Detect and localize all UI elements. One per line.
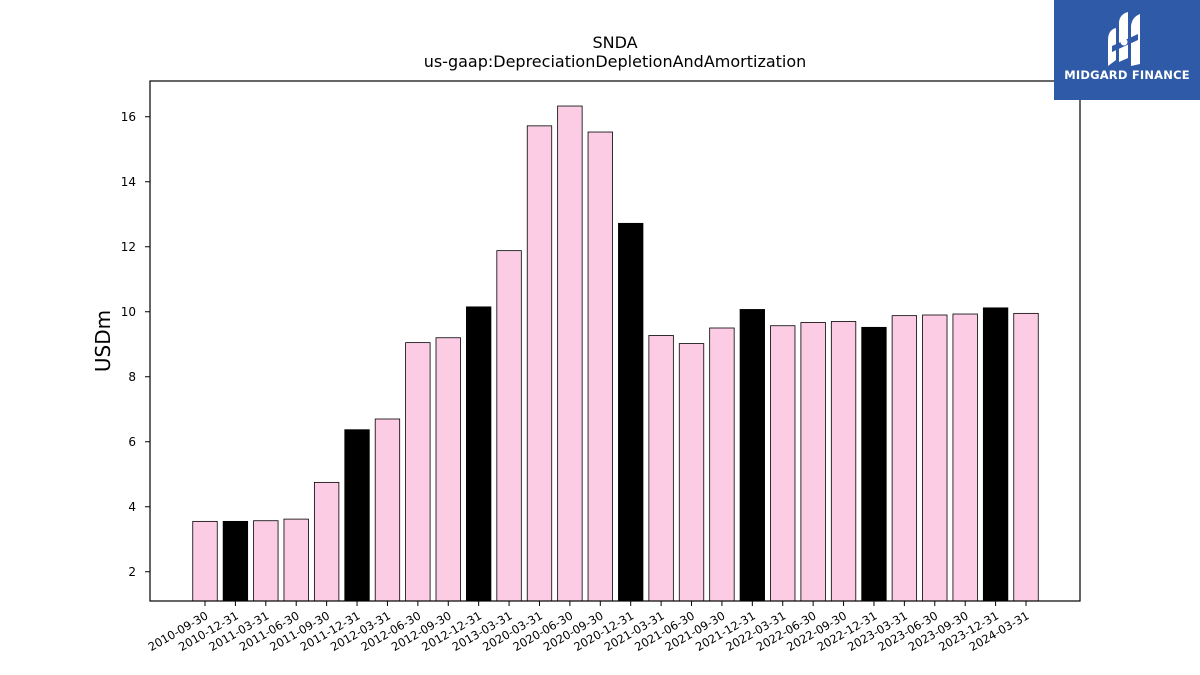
bar [253, 520, 279, 602]
bar [405, 342, 431, 602]
bar [952, 313, 978, 602]
y-tick-label: 4 [128, 500, 136, 514]
bar [830, 321, 857, 602]
y-tick-label: 6 [128, 435, 136, 449]
y-tick-label: 8 [128, 370, 136, 384]
plot-frame [149, 80, 1081, 602]
bar [861, 326, 887, 602]
bar [891, 315, 918, 602]
bar [344, 429, 370, 602]
bar [1013, 312, 1039, 602]
midgard-finance-logo: MIDGARD FINANCE [1054, 0, 1200, 100]
y-axis-label: USDm [91, 310, 115, 372]
bar [466, 306, 492, 602]
bar [496, 250, 522, 602]
bar [222, 520, 249, 602]
logo-mark-icon [1108, 12, 1140, 66]
bar [374, 418, 401, 602]
chart-subtitle: us-gaap:DepreciationDepletionAndAmortiza… [423, 52, 807, 71]
bar [648, 335, 674, 602]
y-tick-label: 16 [121, 110, 136, 124]
bar [800, 322, 826, 602]
y-tick-label: 14 [121, 175, 136, 189]
bar [709, 327, 735, 602]
bar [587, 131, 613, 602]
bar [435, 337, 461, 602]
bar [770, 325, 796, 602]
bar [313, 481, 340, 602]
y-tick-label: 10 [121, 305, 136, 319]
y-tick-label: 2 [128, 565, 136, 579]
bar [678, 343, 705, 602]
bar [739, 309, 765, 602]
bar [192, 520, 218, 602]
y-tick-label: 12 [121, 240, 136, 254]
bar [618, 222, 644, 602]
logo-text: MIDGARD FINANCE [1064, 68, 1190, 82]
chart-title: SNDA [592, 33, 638, 52]
bar [283, 518, 309, 602]
bar [922, 314, 948, 602]
bar [526, 125, 553, 602]
bar [982, 307, 1009, 602]
bar [557, 105, 583, 602]
